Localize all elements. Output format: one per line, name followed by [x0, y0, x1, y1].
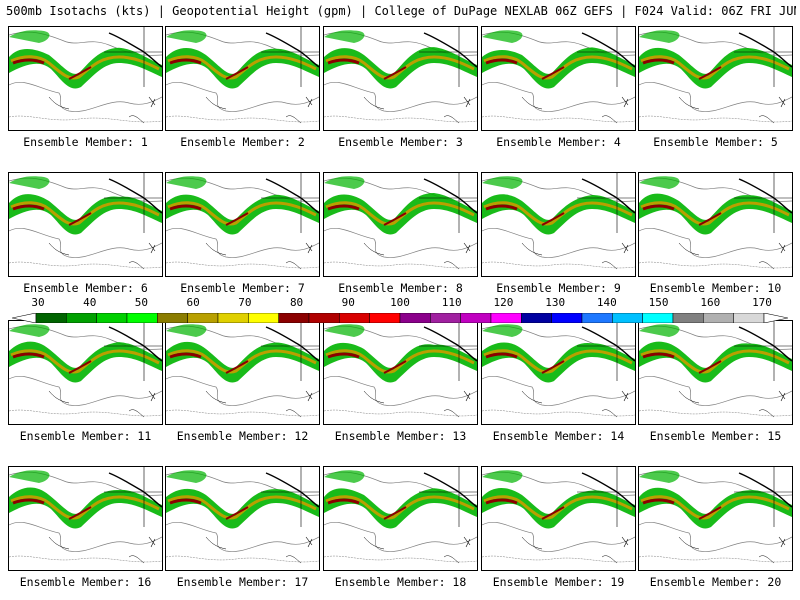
colorbar-tick-label: 60: [186, 296, 200, 309]
ensemble-map-panel-16: [8, 466, 163, 571]
colorbar-swatch: [126, 312, 158, 324]
ensemble-map-panel-3: [323, 26, 478, 131]
colorbar-swatch: [66, 312, 97, 324]
colorbar-swatch: [278, 312, 310, 324]
colorbar-tick-label: 40: [83, 296, 97, 309]
colorbar-tick-label: 130: [545, 296, 566, 309]
ensemble-member-caption-18: Ensemble Member: 18: [334, 575, 467, 589]
colorbar-swatch: [551, 312, 583, 324]
ensemble-member-caption-14: Ensemble Member: 14: [492, 429, 625, 443]
colorbar-tick-label: 120: [493, 296, 514, 309]
colorbar-swatch: [672, 312, 704, 324]
ensemble-map-panel-11: [8, 320, 163, 425]
ensemble-map-panel-19: [481, 466, 636, 571]
ensemble-map-panel-4: [481, 26, 636, 131]
colorbar-swatch: [248, 312, 279, 324]
ensemble-map-panel-17: [165, 466, 320, 571]
colorbar-swatch: [733, 312, 765, 324]
ensemble-map-panel-9: [481, 172, 636, 277]
ensemble-member-caption-16: Ensemble Member: 16: [19, 575, 152, 589]
colorbar-swatch: [187, 312, 219, 324]
ensemble-member-caption-10: Ensemble Member: 10: [649, 281, 782, 295]
colorbar-tick-label: 90: [341, 296, 355, 309]
ensemble-member-caption-1: Ensemble Member: 1: [23, 135, 148, 149]
ensemble-member-caption-17: Ensemble Member: 17: [176, 575, 309, 589]
ensemble-member-caption-4: Ensemble Member: 4: [496, 135, 621, 149]
colorbar-swatch: [96, 312, 128, 324]
ensemble-member-caption-7: Ensemble Member: 7: [180, 281, 305, 295]
isotach-colorbar: [11, 308, 789, 324]
ensemble-map-panel-13: [323, 320, 478, 425]
colorbar-tick-label: 80: [289, 296, 304, 309]
ensemble-map-panel-2: [165, 26, 320, 131]
colorbar-swatch: [612, 312, 643, 324]
colorbar-swatch: [521, 312, 552, 324]
colorbar-swatch: [157, 312, 188, 324]
colorbar-tick-label: 70: [238, 296, 252, 309]
colorbar-tick-label: 140: [596, 296, 617, 309]
ensemble-member-caption-2: Ensemble Member: 2: [180, 135, 305, 149]
ensemble-member-caption-9: Ensemble Member: 9: [496, 281, 621, 295]
ensemble-member-caption-5: Ensemble Member: 5: [653, 135, 778, 149]
ensemble-member-caption-13: Ensemble Member: 13: [334, 429, 467, 443]
ensemble-map-panel-14: [481, 320, 636, 425]
ensemble-map-panel-5: [638, 26, 793, 131]
colorbar-swatch: [308, 312, 340, 324]
colorbar-left-arrow: [11, 312, 37, 324]
colorbar-swatch: [217, 312, 249, 324]
colorbar-swatch: [399, 312, 431, 324]
ensemble-member-caption-12: Ensemble Member: 12: [176, 429, 309, 443]
ensemble-member-caption-20: Ensemble Member: 20: [649, 575, 782, 589]
colorbar-tick-label: 150: [648, 296, 669, 309]
ensemble-map-panel-12: [165, 320, 320, 425]
ensemble-map-panel-20: [638, 466, 793, 571]
colorbar-tick-label: 100: [390, 296, 410, 309]
colorbar-tick-label: 50: [134, 296, 149, 309]
colorbar-tick-label: 30: [31, 296, 45, 309]
ensemble-member-caption-3: Ensemble Member: 3: [338, 135, 463, 149]
ensemble-member-caption-6: Ensemble Member: 6: [23, 281, 148, 295]
colorbar-tick-label: 170: [752, 296, 772, 309]
ensemble-map-panel-7: [165, 172, 320, 277]
colorbar-swatch: [581, 312, 613, 324]
colorbar-tick-label: 160: [700, 296, 721, 309]
colorbar-swatch: [490, 312, 522, 324]
colorbar-swatch: [460, 312, 492, 324]
ensemble-map-panel-10: [638, 172, 793, 277]
ensemble-member-caption-8: Ensemble Member: 8: [338, 281, 463, 295]
colorbar-tick-label: 110: [441, 296, 462, 309]
ensemble-member-caption-15: Ensemble Member: 15: [649, 429, 782, 443]
ensemble-map-panel-15: [638, 320, 793, 425]
ensemble-member-caption-11: Ensemble Member: 11: [19, 429, 152, 443]
ensemble-map-panel-18: [323, 466, 478, 571]
colorbar-swatch: [369, 312, 401, 324]
ensemble-map-panel-1: [8, 26, 163, 131]
colorbar-swatch: [430, 312, 461, 324]
colorbar-swatch: [35, 312, 67, 324]
colorbar-swatch: [642, 312, 674, 324]
ensemble-member-caption-19: Ensemble Member: 19: [492, 575, 625, 589]
map-title-header: 500mb Isotachs (kts) | Geopotential Heig…: [6, 4, 796, 18]
colorbar-right-arrow: [763, 312, 789, 324]
ensemble-map-panel-8: [323, 172, 478, 277]
ensemble-map-panel-6: [8, 172, 163, 277]
colorbar-swatch: [703, 312, 734, 324]
colorbar-swatch: [339, 312, 370, 324]
